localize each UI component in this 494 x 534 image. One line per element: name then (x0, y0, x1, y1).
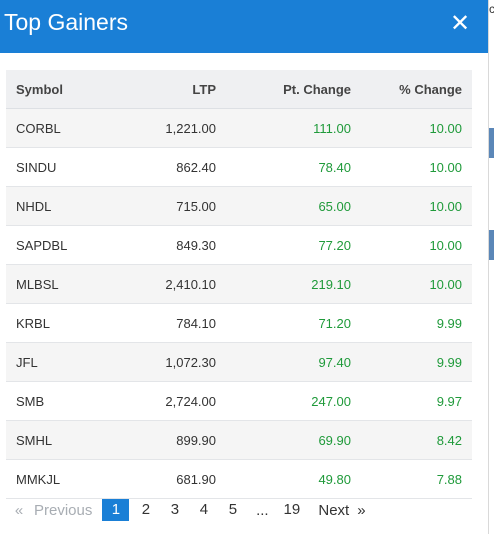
ltp-cell: 899.90 (116, 420, 226, 460)
page-link-2[interactable]: 2 (141, 501, 151, 518)
symbol-cell[interactable]: KRBL (6, 303, 116, 343)
next-page-link[interactable]: Next (318, 501, 350, 519)
symbol-cell[interactable]: SINDU (6, 147, 116, 187)
ltp-cell: 681.90 (116, 459, 226, 499)
table-row[interactable]: MLBSL 2,410.10 219.10 10.00 (6, 264, 472, 304)
ltp-cell: 849.30 (116, 225, 226, 265)
table-row[interactable]: SMB 2,724.00 247.00 9.97 (6, 381, 472, 421)
table-row[interactable]: SMHL 899.90 69.90 8.42 (6, 420, 472, 460)
pct-change-cell: 8.42 (361, 420, 472, 460)
ltp-cell: 1,072.30 (116, 342, 226, 382)
table-row[interactable]: SINDU 862.40 78.40 10.00 (6, 147, 472, 187)
gainers-table: Symbol LTP Pt. Change % Change CORBL 1,22… (6, 70, 472, 499)
ltp-cell: 784.10 (116, 303, 226, 343)
pt-change-cell: 219.10 (226, 264, 361, 304)
ltp-cell: 1,221.00 (116, 108, 226, 148)
pt-change-cell: 69.90 (226, 420, 361, 460)
table-header-row: Symbol LTP Pt. Change % Change (6, 70, 472, 109)
pct-change-cell: 9.97 (361, 381, 472, 421)
pct-change-cell: 10.00 (361, 264, 472, 304)
symbol-cell[interactable]: MMKJL (6, 459, 116, 499)
pct-change-cell: 10.00 (361, 225, 472, 265)
table-row[interactable]: CORBL 1,221.00 111.00 10.00 (6, 108, 472, 148)
pct-change-cell: 10.00 (361, 186, 472, 226)
symbol-cell[interactable]: JFL (6, 342, 116, 382)
previous-page-link: Previous (34, 501, 93, 519)
page-link-3[interactable]: 3 (170, 501, 180, 518)
symbol-cell[interactable]: SMHL (6, 420, 116, 460)
ltp-cell: 2,724.00 (116, 381, 226, 421)
column-header-symbol[interactable]: Symbol (6, 70, 116, 109)
ltp-cell: 2,410.10 (116, 264, 226, 304)
background-bar (488, 128, 494, 158)
page-link-1[interactable]: 1 (102, 499, 130, 521)
background-text-fragment: c (489, 2, 494, 16)
background-page-edge: c (488, 0, 494, 534)
symbol-cell[interactable]: SMB (6, 381, 116, 421)
pagination: « Previous 1 2 3 4 5 ... 19 Next » (10, 498, 366, 522)
next-arrow-icon[interactable]: » (357, 501, 366, 519)
pt-change-cell: 97.40 (226, 342, 361, 382)
background-bar (488, 230, 494, 260)
symbol-cell[interactable]: SAPDBL (6, 225, 116, 265)
column-header-pt-change[interactable]: Pt. Change (226, 70, 361, 109)
pct-change-cell: 9.99 (361, 342, 472, 382)
pct-change-cell: 9.99 (361, 303, 472, 343)
table-row[interactable]: JFL 1,072.30 97.40 9.99 (6, 342, 472, 382)
page-link-last[interactable]: 19 (283, 501, 301, 518)
pt-change-cell: 49.80 (226, 459, 361, 499)
pt-change-cell: 111.00 (226, 108, 361, 148)
close-icon[interactable]: ✕ (449, 10, 471, 37)
symbol-cell[interactable]: CORBL (6, 108, 116, 148)
column-header-ltp[interactable]: LTP (116, 70, 226, 109)
table-row[interactable]: SAPDBL 849.30 77.20 10.00 (6, 225, 472, 265)
column-header-pct-change[interactable]: % Change (361, 70, 472, 109)
table-row[interactable]: NHDL 715.00 65.00 10.00 (6, 186, 472, 226)
symbol-cell[interactable]: NHDL (6, 186, 116, 226)
previous-arrow-icon: « (14, 501, 24, 519)
pt-change-cell: 71.20 (226, 303, 361, 343)
ltp-cell: 862.40 (116, 147, 226, 187)
pct-change-cell: 10.00 (361, 108, 472, 148)
pt-change-cell: 247.00 (226, 381, 361, 421)
page-link-5[interactable]: 5 (228, 501, 238, 518)
symbol-cell[interactable]: MLBSL (6, 264, 116, 304)
pt-change-cell: 65.00 (226, 186, 361, 226)
pct-change-cell: 7.88 (361, 459, 472, 499)
pt-change-cell: 77.20 (226, 225, 361, 265)
table-row[interactable]: KRBL 784.10 71.20 9.99 (6, 303, 472, 343)
modal-title: Top Gainers (4, 9, 129, 35)
pct-change-cell: 10.00 (361, 147, 472, 187)
page-link-4[interactable]: 4 (199, 501, 209, 518)
pt-change-cell: 78.40 (226, 147, 361, 187)
modal-header: Top Gainers ✕ (0, 0, 488, 53)
table-row[interactable]: MMKJL 681.90 49.80 7.88 (6, 459, 472, 499)
page-ellipsis: ... (256, 501, 269, 519)
ltp-cell: 715.00 (116, 186, 226, 226)
